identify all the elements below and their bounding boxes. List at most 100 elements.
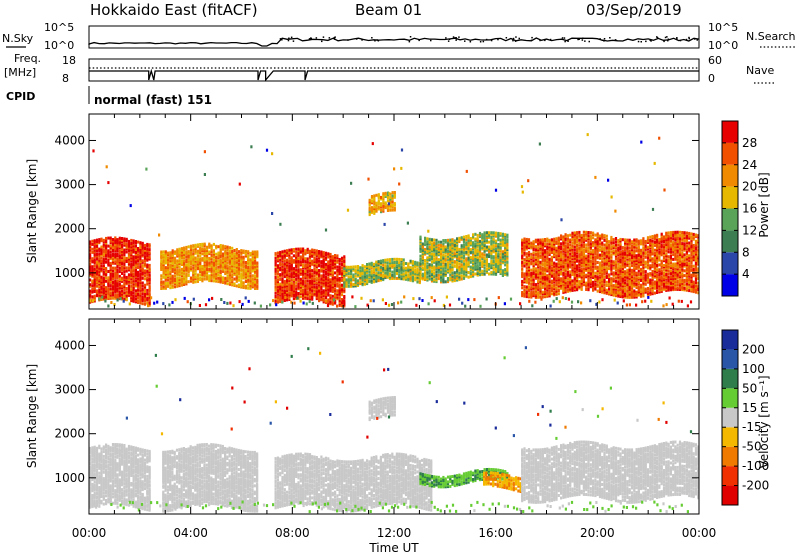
heatmap-cell — [320, 251, 322, 254]
heatmap-cell — [144, 274, 146, 277]
heatmap-cell — [542, 291, 544, 294]
heatmap-cell — [146, 243, 148, 246]
heatmap-cell — [560, 277, 562, 280]
heatmap-cell — [137, 266, 139, 269]
heatmap-cell — [146, 292, 148, 295]
heatmap-cell — [286, 259, 288, 262]
heatmap-cell — [472, 241, 474, 244]
heatmap-cell — [185, 273, 187, 276]
heatmap-cell — [539, 275, 541, 278]
nsearch-dot — [615, 39, 617, 41]
heatmap-cell — [307, 257, 309, 260]
heatmap-cell — [610, 250, 612, 253]
heatmap-cell — [126, 266, 128, 269]
heatmap-cell — [585, 231, 587, 234]
heatmap-cell — [146, 283, 148, 286]
heatmap-cell — [535, 267, 537, 270]
heatmap-cell — [96, 285, 98, 288]
heatmap-cell — [526, 252, 528, 255]
heatmap-cell — [323, 273, 325, 276]
heatmap-cell — [382, 259, 384, 262]
heatmap-cell — [325, 271, 327, 274]
heatmap-cell — [569, 234, 571, 237]
heatmap-cell — [495, 232, 497, 235]
nsearch-dot — [486, 39, 488, 41]
heatmap-cell — [389, 272, 391, 275]
heatmap-cell — [463, 236, 465, 239]
heatmap-cell — [610, 245, 612, 248]
heatmap-cell — [553, 238, 555, 241]
heatmap-cell — [569, 239, 571, 242]
heatmap-cell — [227, 246, 229, 249]
heatmap-cell — [142, 282, 144, 285]
heatmap-cell — [126, 251, 128, 254]
heatmap-cell — [286, 270, 288, 273]
heatmap-cell — [297, 257, 299, 260]
heatmap-cell — [521, 261, 523, 264]
heatmap-cell — [126, 276, 128, 279]
heatmap-cell — [256, 250, 258, 253]
heatmap-cell — [551, 256, 553, 259]
heatmap-cell — [332, 295, 334, 298]
heatmap-cell — [275, 300, 277, 303]
heatmap-cell — [313, 274, 315, 277]
heatmap-cell — [506, 261, 508, 264]
nsearch-dot — [539, 40, 541, 42]
heatmap-cell — [183, 247, 185, 250]
heatmap-cell — [544, 290, 546, 293]
nsearch-dot — [689, 38, 691, 40]
heatmap-cell — [243, 284, 245, 287]
heatmap-cell — [429, 246, 431, 249]
heatmap-cell — [295, 248, 297, 251]
heatmap-cell — [537, 269, 539, 272]
heatmap-cell — [375, 194, 377, 197]
heatmap-cell — [583, 248, 585, 251]
heatmap-cell — [585, 282, 587, 285]
heatmap-cell — [291, 272, 293, 275]
heatmap-cell — [400, 266, 402, 269]
heatmap-cell — [91, 284, 93, 287]
nsearch-dot — [311, 38, 313, 40]
heatmap-cell — [275, 268, 277, 271]
heatmap-cell — [295, 268, 297, 271]
heatmap-cell — [217, 277, 219, 280]
heatmap-cell — [137, 247, 139, 250]
heatmap-cell — [617, 263, 619, 266]
heatmap-cell — [316, 249, 318, 252]
heatmap-cell — [329, 301, 331, 304]
heatmap-cell — [188, 280, 190, 283]
heatmap-cell — [523, 238, 525, 241]
heatmap-cell — [114, 236, 116, 239]
heatmap-cell — [91, 287, 93, 290]
heatmap-cell — [558, 289, 560, 292]
heatmap-cell — [567, 250, 569, 253]
heatmap-cell — [373, 206, 375, 209]
heatmap-cell — [146, 264, 148, 267]
heatmap-cell — [281, 250, 283, 253]
heatmap-cell — [387, 265, 389, 268]
heatmap-cell — [275, 252, 277, 255]
heatmap-cell — [137, 271, 139, 274]
heatmap-cell — [474, 238, 476, 241]
heatmap-cell — [590, 257, 592, 260]
heatmap-cell — [146, 248, 148, 251]
heatmap-cell — [544, 259, 546, 262]
heatmap-cell — [533, 240, 535, 243]
heatmap-cell — [555, 255, 557, 258]
heatmap-cell — [490, 231, 492, 234]
heatmap-cell — [544, 287, 546, 290]
heatmap-cell — [213, 273, 215, 276]
heatmap-cell — [135, 240, 137, 243]
heatmap-cell — [91, 251, 93, 254]
heatmap-cell — [560, 242, 562, 245]
heatmap-cell — [220, 244, 222, 247]
heatmap-cell — [160, 287, 162, 290]
heatmap-cell — [597, 253, 599, 256]
heatmap-cell — [603, 234, 605, 237]
heatmap-cell — [502, 250, 504, 253]
heatmap-cell — [490, 260, 492, 263]
heatmap-cell — [549, 280, 551, 283]
heatmap-cell — [590, 231, 592, 234]
heatmap-cell — [445, 239, 447, 242]
heatmap-cell — [213, 279, 215, 282]
